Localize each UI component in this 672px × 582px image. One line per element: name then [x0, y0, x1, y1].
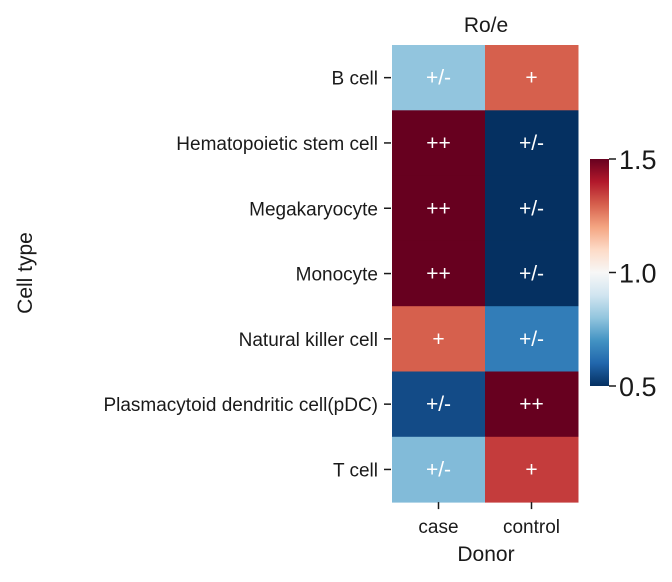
cell-annotation: +/-: [426, 67, 451, 90]
colorbar-tick-label: 1.0: [619, 259, 657, 289]
heatmap-cell: [392, 371, 486, 438]
y-tick-label: Plasmacytoid dendritic cell(pDC): [103, 395, 378, 416]
cell-annotation: +: [525, 67, 537, 90]
y-tick-label: Natural killer cell: [239, 330, 378, 351]
heatmap-cell: [485, 175, 579, 242]
colorbar-tick-label: 1.5: [619, 145, 657, 175]
heatmap-cell: [485, 240, 579, 307]
heatmap-cell: [392, 110, 486, 177]
heatmap-cell: [392, 175, 486, 242]
cell-annotation: ++: [426, 263, 451, 286]
cell-annotation: +: [432, 328, 444, 351]
y-tick-label: Hematopoietic stem cell: [176, 134, 378, 155]
heatmap-cell: [485, 45, 579, 111]
cell-annotation: +: [525, 458, 537, 481]
colorbar-tick-label: 0.5: [619, 372, 657, 402]
cell-annotation: +/-: [519, 197, 544, 220]
cell-annotation: +/-: [519, 328, 544, 351]
y-axis-title: Cell type: [14, 232, 37, 314]
cell-annotation: +/-: [519, 132, 544, 155]
heatmap-cell: [485, 306, 579, 372]
y-tick-label: B cell: [332, 69, 378, 90]
chart-title: Ro/e: [464, 14, 508, 37]
heatmap-cell: [392, 436, 486, 503]
cell-annotation: +/-: [426, 458, 451, 481]
y-tick-label: Monocyte: [296, 265, 378, 286]
y-tick-label: T cell: [333, 460, 378, 481]
cell-annotation: +/-: [519, 263, 544, 286]
heatmap-cell: [392, 306, 486, 372]
heatmap-cell: [485, 436, 579, 503]
x-axis-title: Donor: [457, 543, 514, 566]
cell-annotation: +/-: [426, 393, 451, 416]
cell-annotation: ++: [519, 393, 544, 416]
y-tick-label: Megakaryocyte: [249, 199, 378, 220]
cell-annotation: ++: [426, 132, 451, 155]
heatmap-cell: [392, 45, 486, 111]
colorbar: [590, 159, 609, 386]
heatmap-cell: [485, 371, 579, 438]
x-tick-label: control: [503, 517, 560, 538]
heatmap-cell: [392, 240, 486, 307]
x-tick-label: case: [418, 517, 458, 538]
heatmap-cell: [485, 110, 579, 177]
cell-annotation: ++: [426, 197, 451, 220]
